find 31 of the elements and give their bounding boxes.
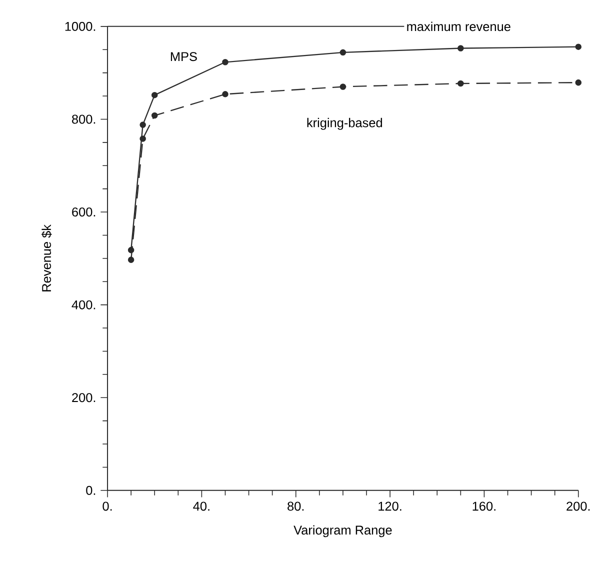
point [151, 112, 158, 119]
ref-line-label: maximum revenue [407, 22, 510, 32]
y-axis-title: Revenue $k [41, 224, 52, 292]
point [340, 49, 346, 56]
series-label: MPS [170, 52, 197, 62]
point [140, 122, 146, 128]
point [128, 246, 134, 254]
point [340, 84, 346, 90]
x-tick-label: 200. [566, 502, 590, 511]
x-axis-title: Variogram Range [294, 525, 392, 538]
y-tick-label: 600. [72, 208, 96, 217]
text: kriging-based [307, 118, 382, 130]
y-tick-label: 1000. [65, 22, 96, 31]
point [151, 92, 158, 98]
point [140, 136, 146, 142]
point [128, 256, 134, 264]
y-tick-label: 800. [72, 114, 96, 124]
point [222, 59, 228, 66]
point [575, 44, 582, 50]
point [458, 80, 464, 87]
y-tick-label: 200. [72, 393, 96, 402]
x-tick-label: 160. [472, 502, 496, 511]
point [575, 79, 582, 86]
x-tick-label: 80. [288, 502, 304, 511]
x-tick-label: 40. [193, 502, 210, 511]
point [222, 91, 228, 98]
y-tick-label: 0. [86, 486, 96, 495]
point [458, 45, 464, 52]
x-tick-label: 120. [378, 502, 402, 511]
x-tick-label: 0. [102, 502, 112, 511]
y-tick-label: 400. [72, 300, 96, 310]
